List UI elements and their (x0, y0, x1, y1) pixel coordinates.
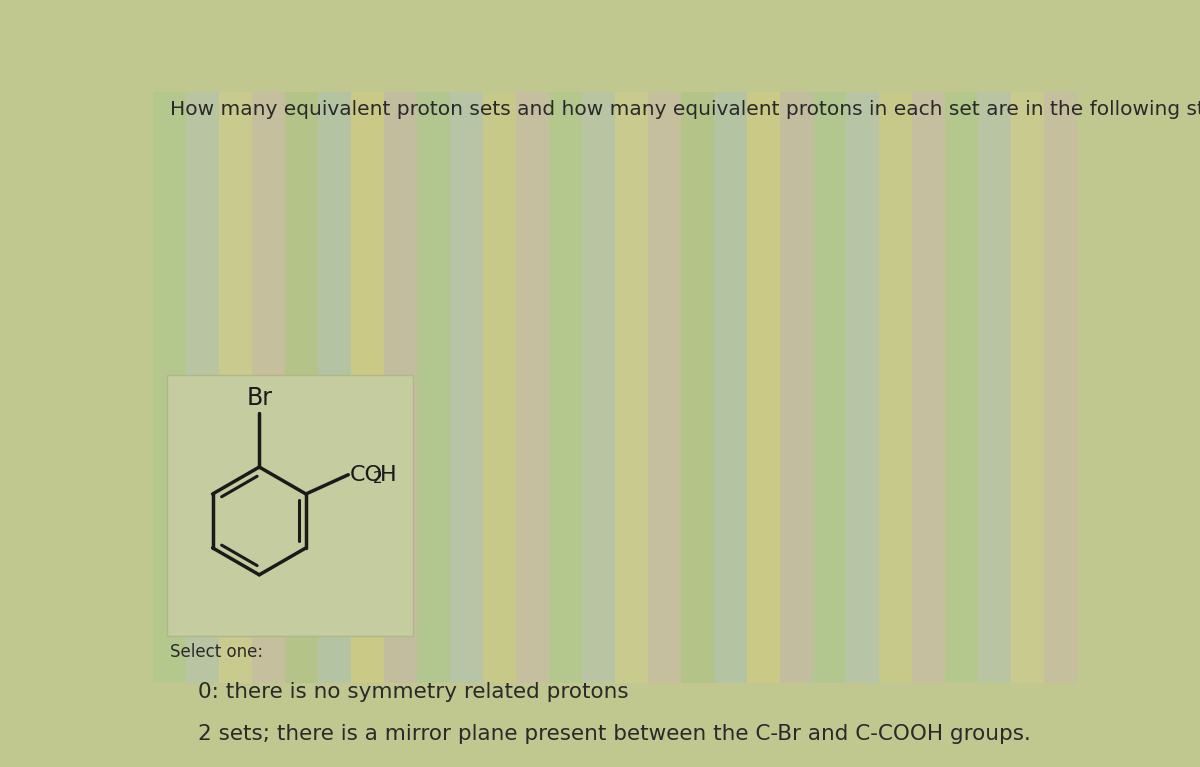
Polygon shape (186, 92, 220, 683)
Polygon shape (550, 92, 582, 683)
Polygon shape (384, 92, 418, 683)
Polygon shape (450, 92, 482, 683)
Text: H: H (380, 465, 396, 485)
Polygon shape (352, 92, 384, 683)
Polygon shape (746, 92, 780, 683)
Polygon shape (912, 92, 946, 683)
Polygon shape (418, 92, 450, 683)
Polygon shape (616, 92, 648, 683)
Polygon shape (582, 92, 616, 683)
Text: CO: CO (350, 465, 383, 485)
Text: Select one:: Select one: (170, 643, 263, 660)
Polygon shape (946, 92, 978, 683)
Polygon shape (286, 92, 318, 683)
Polygon shape (714, 92, 746, 683)
Polygon shape (482, 92, 516, 683)
Polygon shape (846, 92, 878, 683)
Polygon shape (516, 92, 550, 683)
Polygon shape (648, 92, 682, 683)
Polygon shape (1010, 92, 1044, 683)
Text: 2: 2 (373, 471, 383, 486)
Polygon shape (252, 92, 286, 683)
Text: 0: there is no symmetry related protons: 0: there is no symmetry related protons (198, 682, 629, 702)
Polygon shape (814, 92, 846, 683)
Polygon shape (878, 92, 912, 683)
FancyBboxPatch shape (154, 92, 1078, 683)
Polygon shape (978, 92, 1010, 683)
Polygon shape (318, 92, 352, 683)
Polygon shape (1044, 92, 1078, 683)
Text: How many equivalent proton sets and how many equivalent protons in each set are : How many equivalent proton sets and how … (170, 100, 1200, 119)
Text: Br: Br (246, 386, 272, 410)
Polygon shape (220, 92, 252, 683)
Text: 2 sets; there is a mirror plane present between the C-Br and C-COOH groups.: 2 sets; there is a mirror plane present … (198, 724, 1031, 744)
FancyBboxPatch shape (167, 374, 413, 637)
Polygon shape (780, 92, 814, 683)
Polygon shape (154, 92, 186, 683)
Polygon shape (682, 92, 714, 683)
